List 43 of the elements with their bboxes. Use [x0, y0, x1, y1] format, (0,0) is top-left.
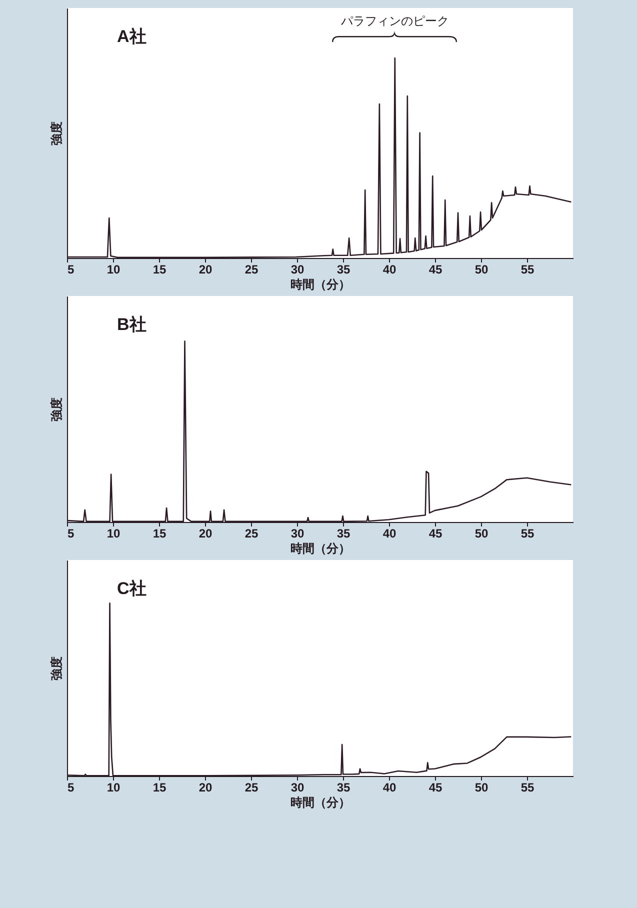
- x-tick-label: 45: [428, 262, 442, 276]
- x-tick-label: 25: [244, 526, 258, 540]
- x-tick-label: 15: [152, 780, 166, 794]
- x-tick-label: 5: [68, 262, 74, 276]
- chart-title: B社: [117, 315, 146, 334]
- x-tick-label: 40: [382, 780, 396, 794]
- x-tick-label: 35: [336, 780, 350, 794]
- x-tick-label: 30: [290, 526, 304, 540]
- x-tick-label: 15: [152, 526, 166, 540]
- x-tick-label: 35: [336, 526, 350, 540]
- x-axis-title: 時間（分）: [290, 278, 350, 292]
- x-tick-label: 55: [520, 262, 534, 276]
- x-axis-title: 時間（分）: [290, 796, 350, 810]
- x-tick-label: 45: [428, 526, 442, 540]
- x-axis-title: 時間（分）: [290, 542, 350, 556]
- x-tick-label: 25: [244, 780, 258, 794]
- x-tick-label: 25: [244, 262, 258, 276]
- x-tick-label: 30: [290, 262, 304, 276]
- x-tick-label: 5: [68, 526, 74, 540]
- x-tick-label: 30: [290, 780, 304, 794]
- x-tick-label: 10: [106, 780, 120, 794]
- chart-title: A社: [117, 27, 146, 46]
- y-axis-title: 強度: [50, 656, 64, 680]
- x-tick-label: 35: [336, 262, 350, 276]
- y-axis-title: 強度: [50, 122, 64, 146]
- chart-title: C社: [117, 579, 146, 598]
- annotation: パラフィンのピーク: [340, 14, 449, 28]
- x-tick-label: 20: [198, 262, 212, 276]
- x-tick-label: 50: [474, 526, 488, 540]
- x-tick-label: 5: [68, 780, 74, 794]
- x-tick-label: 55: [520, 526, 534, 540]
- y-axis-title: 強度: [50, 398, 64, 422]
- x-tick-label: 50: [474, 262, 488, 276]
- x-tick-label: 40: [382, 262, 396, 276]
- x-tick-label: 45: [428, 780, 442, 794]
- x-tick-label: 10: [106, 262, 120, 276]
- x-tick-label: 10: [106, 526, 120, 540]
- x-tick-label: 50: [474, 780, 488, 794]
- x-tick-label: 55: [520, 780, 534, 794]
- x-tick-label: 40: [382, 526, 396, 540]
- x-tick-label: 20: [198, 526, 212, 540]
- x-tick-label: 20: [198, 780, 212, 794]
- x-tick-label: 15: [152, 262, 166, 276]
